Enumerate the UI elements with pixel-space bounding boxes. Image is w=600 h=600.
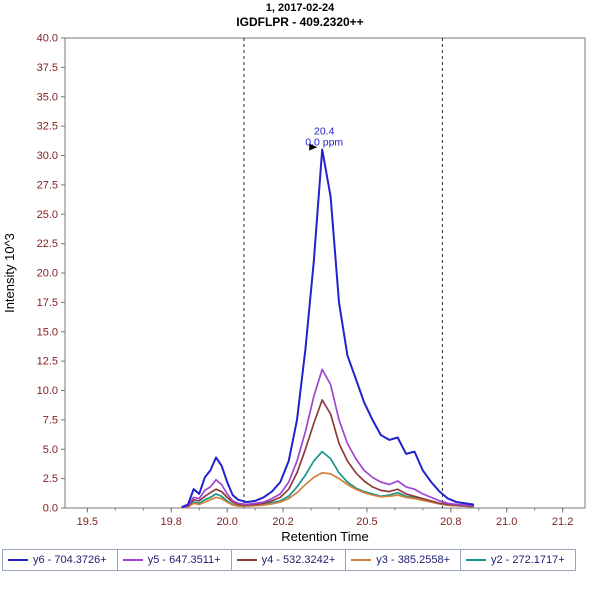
trace-y5[interactable] [181, 368, 475, 509]
y-tick-label: 0.0 [43, 503, 58, 515]
legend-item-y5[interactable]: y5 - 647.3511+ [116, 549, 232, 571]
y-tick-label: 10.0 [37, 385, 58, 397]
x-tick-label: 20.5 [356, 516, 377, 528]
legend-label: y3 - 385.2558+ [376, 554, 450, 566]
peak-annotation: 20.40.0 ppm [305, 126, 343, 151]
replicate-title: 1, 2017-02-24 [265, 2, 335, 14]
x-tick-label: 19.8 [161, 516, 182, 528]
trace-y3[interactable] [181, 471, 475, 509]
y-tick-label: 17.5 [37, 297, 58, 309]
legend-label: y6 - 704.3726+ [33, 554, 107, 566]
legend-item-y2[interactable]: y2 - 272.1717+ [460, 549, 576, 571]
plot-border [64, 37, 586, 509]
y-tick-label: 20.0 [37, 268, 58, 280]
legend-swatch-icon [122, 559, 143, 561]
y-tick-label: 30.0 [37, 150, 58, 162]
trace-y4[interactable] [181, 399, 475, 509]
legend-label: y4 - 532.3242+ [261, 554, 336, 566]
y-tick-label: 37.5 [37, 62, 58, 74]
chromatogram-svg[interactable]: 0.0 2.5 5.0 7.5 10.0 12.5 15.0 17.5 20.0 22.5 25.0… [0, 30, 600, 546]
legend-label: y2 - 272.1717+ [491, 554, 565, 566]
legend-swatch-icon [8, 559, 28, 561]
peak-ppm-label: 0.0 ppm [305, 137, 343, 149]
y-tick-label: 40.0 [37, 33, 58, 45]
x-axis: 19.5 19.8 20.0 20.2 20.5 20.8 21.0 21.2 [77, 508, 573, 528]
y-tick-label: 12.5 [37, 356, 58, 368]
y-axis-title: Intensity 10^3 [2, 233, 17, 313]
y-tick-label: 7.5 [43, 414, 58, 426]
legend-label: y5 - 647.3511+ [147, 554, 221, 566]
chromatogram-traces [181, 148, 475, 509]
chromatogram-plot[interactable]: 0.0 2.5 5.0 7.5 10.0 12.5 15.0 17.5 20.0 22.5 25.0… [0, 30, 600, 546]
peak-rt-label: 20.4 [314, 126, 335, 138]
y-axis: 0.0 2.5 5.0 7.5 10.0 12.5 15.0 17.5 20.0 22.5 25.0… [37, 33, 65, 515]
x-tick-label: 21.2 [552, 516, 573, 528]
legend-item-y4[interactable]: y4 - 532.3242+ [230, 549, 347, 571]
x-tick-label: 21.0 [496, 516, 517, 528]
x-tick-label: 19.5 [77, 516, 98, 528]
legend-swatch-icon [351, 559, 372, 561]
y-tick-label: 32.5 [37, 121, 58, 133]
y-tick-label: 15.0 [37, 326, 58, 338]
peptide-precursor-title: IGDFLPR - 409.2320++ [236, 15, 364, 29]
transition-legend: y6 - 704.3726+ y5 - 647.3511+ y4 - 532.324… [2, 549, 598, 571]
y-tick-label: 22.5 [37, 238, 58, 250]
peak-apex-arrow-icon [309, 143, 318, 151]
legend-swatch-icon [466, 559, 486, 561]
legend-item-y3[interactable]: y3 - 385.2558+ [345, 549, 461, 571]
legend-item-y6[interactable]: y6 - 704.3726+ [2, 549, 118, 571]
y-tick-label: 27.5 [37, 179, 58, 191]
legend-swatch-icon [236, 559, 257, 561]
chart-title-block: 1, 2017-02-24 IGDFLPR - 409.2320++ [0, 2, 600, 30]
x-tick-label: 20.8 [440, 516, 461, 528]
y-tick-label: 35.0 [37, 91, 58, 103]
x-tick-label: 20.2 [272, 516, 293, 528]
x-axis-title: Retention Time [281, 529, 368, 544]
y-tick-label: 5.0 [43, 444, 58, 456]
y-tick-label: 25.0 [37, 209, 58, 221]
x-tick-label: 20.0 [216, 516, 237, 528]
y-tick-label: 2.5 [43, 473, 58, 485]
trace-y6[interactable] [181, 148, 475, 508]
